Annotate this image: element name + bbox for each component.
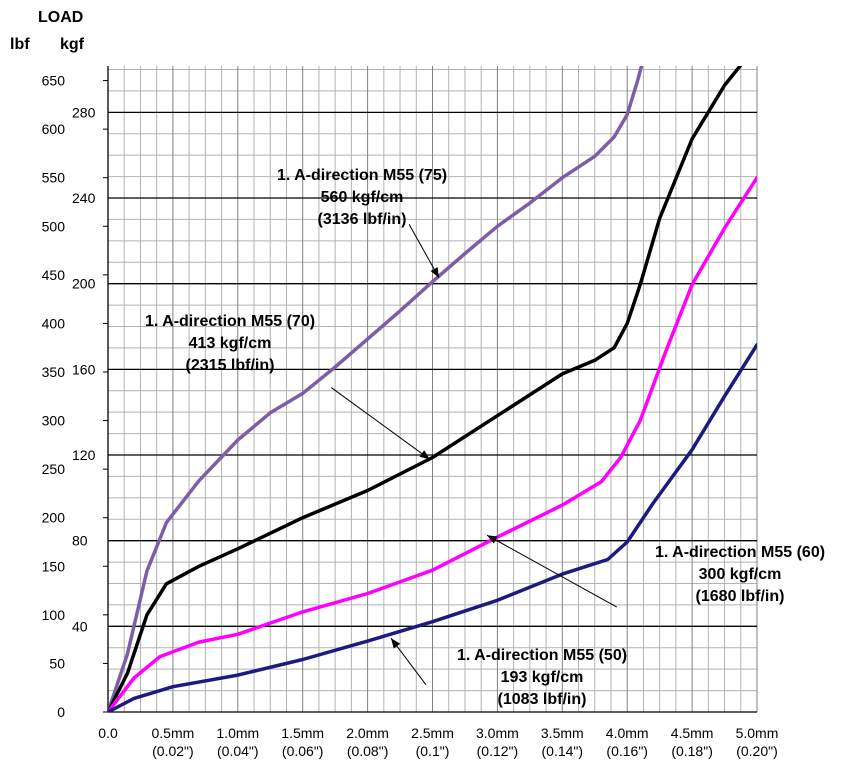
- chart-annotations: 1. A-direction M55 (75) 560 kgf/cm (3136 l…: [145, 167, 825, 708]
- annotation-label-line: 193 kgf/cm: [501, 669, 584, 686]
- y-tick-label-kgf: 40: [72, 618, 88, 634]
- x-tick-label-mm: 1.5mm: [281, 725, 324, 741]
- annotation-label-line: 413 kgf/cm: [189, 335, 272, 352]
- y-tick-label-lbf: 650: [42, 73, 66, 89]
- x-tick-label-in: (0.08"): [347, 743, 389, 759]
- y-tick-label-lbf: 100: [42, 607, 66, 623]
- y-tick-label-kgf: 240: [72, 190, 96, 206]
- annotation-arrow-head: [390, 638, 401, 649]
- annotation-label-line: 1. A-direction M55 (60): [655, 544, 825, 561]
- chart-grid: [108, 66, 758, 712]
- y-axis-unit-kgf: kgf: [60, 36, 85, 53]
- series-line-1: [108, 66, 743, 712]
- annotation-label-line: 1. A-direction M55 (70): [145, 313, 315, 330]
- x-tick-label-in: (0.06"): [282, 743, 324, 759]
- annotation-label-line: (2315 lbf/in): [186, 357, 275, 374]
- y-tick-label-lbf: 300: [42, 413, 66, 429]
- y-tick-label-lbf: 550: [42, 170, 66, 186]
- x-tick-label-mm: 4.0mm: [606, 725, 649, 741]
- y-tick-label-kgf: 160: [72, 361, 96, 377]
- annotation-label-line: (1680 lbf/in): [696, 588, 785, 605]
- x-tick-label-mm: 2.0mm: [346, 725, 389, 741]
- annotation-arrow-head: [430, 267, 439, 278]
- x-tick-label-mm: 5.0mm: [736, 725, 779, 741]
- annotation-label-line: (3136 lbf/in): [318, 211, 407, 228]
- x-tick-label-in: (0.12"): [477, 743, 519, 759]
- chart-series: [108, 66, 757, 712]
- annotation-label-line: 1. A-direction M55 (50): [457, 647, 627, 664]
- y-tick-label-lbf: 450: [42, 267, 66, 283]
- y-tick-label-kgf: 280: [72, 104, 96, 120]
- x-tick-label-mm: 2.5mm: [411, 725, 454, 741]
- x-tick-label-in: (0.16"): [606, 743, 648, 759]
- chart-ticks: 0 50 100 150 200 250 300 350 400 450 500 550 600 650 4…: [42, 73, 779, 759]
- x-tick-label-in: (0.20"): [736, 743, 778, 759]
- x-tick-label-in: (0.14"): [542, 743, 584, 759]
- y-tick-label-lbf: 600: [42, 121, 66, 137]
- y-axis-title: LOAD: [38, 9, 83, 26]
- y-tick-label-lbf: 200: [42, 510, 66, 526]
- x-tick-label-in: (0.18"): [671, 743, 713, 759]
- annotation-arrow-head: [487, 535, 498, 544]
- x-tick-label-mm: 4.5mm: [671, 725, 714, 741]
- y-tick-label-kgf: 80: [72, 533, 88, 549]
- y-tick-label-lbf: 150: [42, 558, 66, 574]
- y-tick-label-lbf: 250: [42, 461, 66, 477]
- series-line-0: [108, 66, 644, 712]
- y-tick-label-lbf: 350: [42, 364, 66, 380]
- annotation-arrow-line: [408, 224, 440, 279]
- x-tick-label-in: (0.1"): [416, 743, 450, 759]
- annotation-label-line: 1. A-direction M55 (75): [277, 167, 447, 184]
- y-tick-label-lbf: 50: [49, 655, 65, 671]
- y-tick-label-lbf: 0: [57, 704, 65, 720]
- x-tick-label-in: (0.02"): [152, 743, 194, 759]
- y-tick-label-lbf: 400: [42, 315, 66, 331]
- x-tick-label-mm: 3.0mm: [476, 725, 519, 741]
- y-tick-label-kgf: 120: [72, 447, 96, 463]
- annotation-label-line: (1083 lbf/in): [498, 691, 587, 708]
- y-axis-unit-lbf: lbf: [10, 36, 30, 53]
- annotation-arrow-head: [419, 450, 430, 460]
- y-tick-label-kgf: 200: [72, 276, 96, 292]
- chart-axes: [107, 66, 757, 713]
- annotation-label-line: 300 kgf/cm: [699, 566, 782, 583]
- annotation-arrow-line: [486, 534, 618, 608]
- x-tick-label-mm: 1.0mm: [216, 725, 259, 741]
- series-line-2: [108, 175, 757, 712]
- x-tick-label-mm: 0.5mm: [152, 725, 195, 741]
- x-tick-label-mm: 3.5mm: [541, 725, 584, 741]
- x-tick-label-in: (0.04"): [217, 743, 259, 759]
- y-tick-label-lbf: 500: [42, 218, 66, 234]
- annotation-arrow-line: [330, 387, 431, 460]
- x-tick-label-mm: 0.0: [98, 725, 118, 741]
- series-line-3: [108, 343, 757, 712]
- annotation-label-line: 560 kgf/cm: [321, 189, 404, 206]
